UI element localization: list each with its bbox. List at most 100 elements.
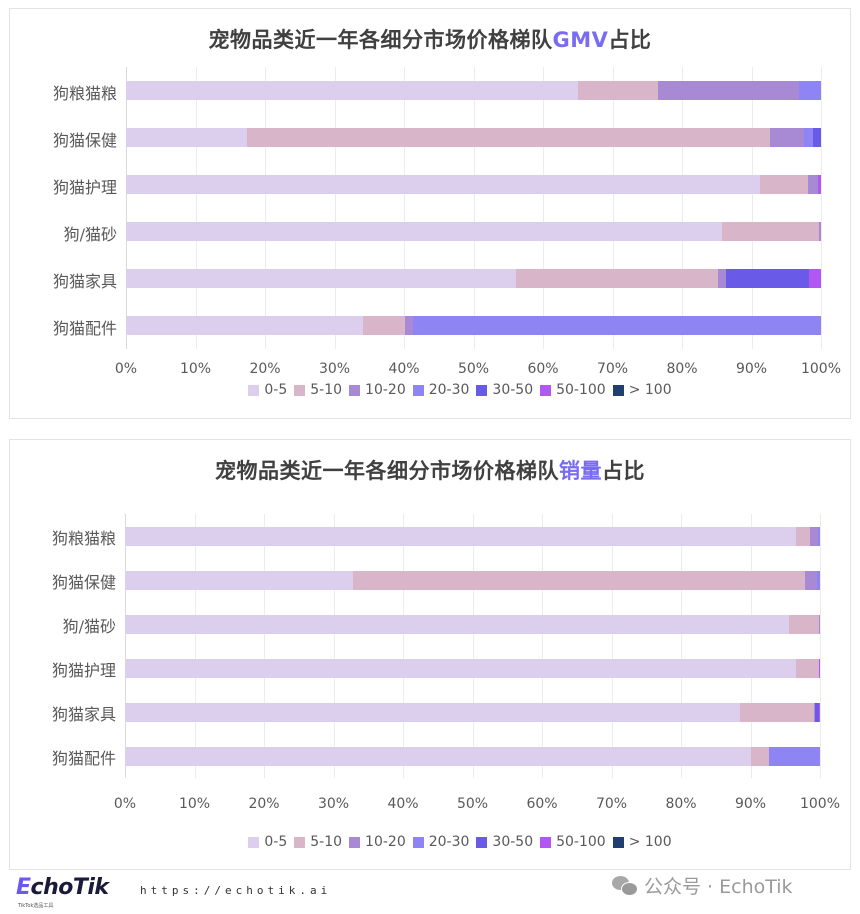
bar-segment-50-100 (818, 175, 821, 194)
bar-row (125, 746, 820, 766)
bar-segment-0-5 (126, 316, 363, 335)
gridline (334, 67, 336, 349)
category-label: 狗粮猫粮 (52, 83, 117, 103)
category-label: 狗猫家具 (51, 705, 116, 724)
sales-volume-chart-panel: 宠物品类近一年各细分市场价格梯队销量占比 狗粮猫粮 狗猫保健 狗/猫砂 狗猫护理 狗猫家… (9, 439, 851, 870)
bar-segment-10-20 (404, 316, 413, 335)
bar-row (126, 269, 821, 288)
gridline (750, 514, 752, 778)
x-tick-label: 80% (665, 796, 697, 812)
bar-row (125, 614, 820, 634)
bar-segment-10-20 (657, 81, 799, 100)
gridline (611, 514, 613, 778)
legend-label: 50-100 (556, 382, 606, 398)
legend-swatch-icon (540, 836, 552, 848)
x-tick-label: 0% (114, 361, 138, 377)
bar-segment-10-20 (804, 570, 818, 590)
category-label: 狗/猫砂 (62, 617, 116, 636)
bar-segment-20-30 (817, 526, 820, 546)
bar-row (125, 702, 820, 722)
bar-segment-30-50 (813, 128, 821, 147)
x-tick-label: 80% (666, 361, 698, 377)
bar-segment-5-10 (750, 746, 770, 766)
title-highlight: 销量 (559, 459, 602, 483)
bar-segment-20-30 (769, 746, 820, 766)
bar-segment-10-20 (807, 175, 819, 194)
legend-swatch-icon (294, 384, 306, 396)
legend-item: 20-30 (412, 382, 469, 398)
bar-segment-0-5 (125, 658, 796, 678)
legend-label: 10-20 (365, 382, 406, 398)
x-tick-label: 70% (595, 796, 628, 812)
x-tick-label: 50% (456, 796, 489, 812)
legend-swatch-icon (349, 384, 361, 396)
legend-label: 20-30 (428, 834, 470, 850)
category-label: 狗猫家具 (52, 271, 117, 291)
bar-segment-5-10 (740, 702, 814, 722)
legend-label: > 100 (628, 834, 672, 850)
bar-segment-0-5 (126, 222, 723, 241)
gridline (333, 514, 335, 778)
x-tick-label: 20% (249, 361, 281, 377)
bar-segment-0-5 (126, 81, 578, 100)
legend-swatch-icon (248, 384, 260, 396)
x-tick-label: 90% (734, 796, 767, 812)
gridline (542, 514, 543, 778)
category-label: 狗粮猫粮 (51, 529, 116, 548)
gridline (821, 67, 822, 349)
legend-label: 0-5 (264, 382, 288, 398)
gridline (472, 514, 474, 778)
legend-label: 10-20 (365, 834, 406, 850)
bar-segment-0-5 (126, 175, 760, 194)
legend-swatch-icon (612, 836, 624, 848)
legend-item: 50-100 (540, 834, 606, 850)
title-suffix: 占比 (608, 28, 652, 52)
legend-item: 5-10 (294, 382, 342, 398)
bar-row (126, 222, 821, 241)
chart-legend: 0-5 5-10 10-20 20-30 30-50 50-100 > 100 (70, 834, 850, 850)
x-tick-label: 60% (527, 361, 559, 377)
chart-title: 宠物品类近一年各细分市场价格梯队销量占比 (10, 455, 850, 485)
gridline (751, 67, 753, 349)
legend-label: 5-10 (310, 382, 343, 398)
legend-swatch-icon (476, 384, 488, 396)
bar-row (126, 316, 821, 335)
x-tick-label: 40% (388, 361, 420, 377)
bar-segment-20-30 (804, 128, 814, 147)
x-tick-label: 50% (457, 361, 490, 377)
legend-swatch-icon (612, 384, 624, 396)
bar-segment-5-10 (722, 222, 819, 241)
bar-segment-5-10 (759, 175, 808, 194)
legend-item: 10-20 (349, 382, 406, 398)
bar-segment-10-20 (813, 702, 816, 722)
category-label: 狗猫保健 (52, 130, 117, 150)
category-label: 狗/猫砂 (63, 224, 117, 244)
bar-segment-5-10 (362, 316, 405, 335)
legend-item: 10-20 (349, 834, 406, 850)
bar-segment-5-10 (352, 570, 805, 590)
legend-swatch-icon (540, 384, 552, 396)
category-label: 狗猫保健 (51, 573, 116, 592)
footer: EchoTik TikTok选品工具 https://echotik.ai 公众… (0, 872, 860, 914)
gridline (681, 514, 682, 778)
wechat-icon (612, 875, 638, 896)
bar-row (126, 81, 821, 100)
legend-item: > 100 (612, 382, 672, 398)
bar-segment-10-20 (770, 128, 805, 147)
title-text: 宠物品类近一年各细分市场价格梯队 (208, 28, 553, 52)
bar-segment-0-5 (125, 526, 796, 546)
bar-segment-5-10 (788, 614, 819, 634)
logo-subtitle: TikTok选品工具 (18, 903, 54, 909)
x-axis-ticks: 0% 10% 20% 30% 40% 50% 60% 70% 80% 90% 100% (115, 361, 841, 379)
gridline (820, 514, 821, 778)
x-tick-label: 90% (735, 361, 768, 377)
legend-swatch-icon (412, 836, 424, 848)
bar-segment-0-5 (126, 128, 247, 147)
bar-segment-5-10 (795, 526, 810, 546)
legend-item: 30-50 (476, 834, 533, 850)
chart-title: 宠物品类近一年各细分市场价格梯队GMV占比 (10, 24, 850, 54)
bar-segment-0-5 (125, 614, 789, 634)
gmv-chart-panel: 宠物品类近一年各细分市场价格梯队GMV占比 狗粮猫粮 狗猫保健 狗猫护理 狗/猫砂 狗猫… (9, 8, 851, 419)
bar-segment-5-10 (246, 128, 771, 147)
legend-label: 50-100 (556, 834, 606, 850)
